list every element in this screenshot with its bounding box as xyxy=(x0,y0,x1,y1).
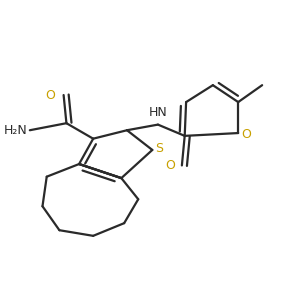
Text: H₂N: H₂N xyxy=(3,124,27,137)
Text: O: O xyxy=(242,128,251,141)
Text: HN: HN xyxy=(149,106,167,119)
Text: S: S xyxy=(155,142,163,155)
Text: O: O xyxy=(45,89,55,102)
Text: O: O xyxy=(165,159,175,172)
